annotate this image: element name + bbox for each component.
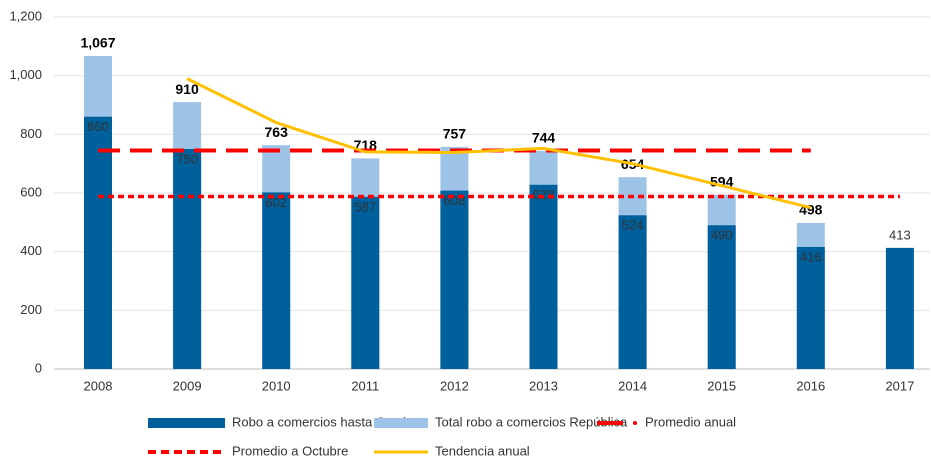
- x-tick-label: 2014: [618, 378, 647, 393]
- y-tick-label: 200: [20, 302, 42, 317]
- bar: [885, 247, 914, 369]
- data-label: 910: [175, 81, 199, 97]
- x-tick-label: 2015: [707, 378, 736, 393]
- data-label: 498: [799, 202, 823, 218]
- bar: [796, 246, 825, 369]
- data-label: 750: [176, 151, 198, 166]
- x-tick-label: 2013: [529, 378, 558, 393]
- legend-label: Promedio anual: [645, 414, 736, 429]
- legend-swatch: [148, 418, 225, 428]
- data-label: 744: [532, 129, 556, 145]
- legend-label: Tendencia anual: [435, 443, 530, 458]
- data-label: 763: [265, 124, 289, 140]
- data-label: 416: [800, 249, 822, 264]
- data-label: 860: [87, 119, 109, 134]
- data-label: 413: [889, 227, 911, 242]
- bar: [440, 190, 469, 369]
- y-tick-label: 800: [20, 126, 42, 141]
- data-label: 490: [711, 228, 733, 243]
- y-tick-label: 600: [20, 184, 42, 199]
- data-label: 587: [354, 199, 376, 214]
- y-tick-label: 1,000: [9, 67, 42, 82]
- data-label: 628: [533, 187, 555, 202]
- bar: [262, 192, 291, 369]
- x-tick-label: 2016: [796, 378, 825, 393]
- legend-swatch: [374, 418, 428, 428]
- bar: [618, 215, 647, 369]
- line-series: [186, 77, 812, 210]
- bar: [351, 196, 380, 369]
- x-tick-label: 2010: [262, 378, 291, 393]
- data-label: 1,067: [80, 35, 115, 51]
- bar: [173, 149, 202, 369]
- bar: [84, 116, 112, 369]
- legend-swatch: [633, 421, 637, 425]
- data-label: 757: [443, 126, 467, 142]
- x-tick-label: 2017: [885, 378, 914, 393]
- bar: [529, 184, 558, 369]
- data-label: 602: [265, 195, 287, 210]
- y-tick-label: 1,200: [9, 8, 42, 23]
- x-tick-label: 2012: [440, 378, 469, 393]
- y-tick-label: 0: [35, 360, 42, 375]
- legend-label: Promedio a Octubre: [232, 443, 348, 458]
- bar: [707, 225, 736, 369]
- data-label: 524: [622, 218, 644, 233]
- legend-label: Total robo a comercios República: [435, 414, 628, 429]
- x-tick-label: 2008: [84, 378, 113, 393]
- x-tick-label: 2009: [173, 378, 202, 393]
- x-tick-label: 2011: [351, 378, 379, 393]
- y-tick-label: 400: [20, 243, 42, 258]
